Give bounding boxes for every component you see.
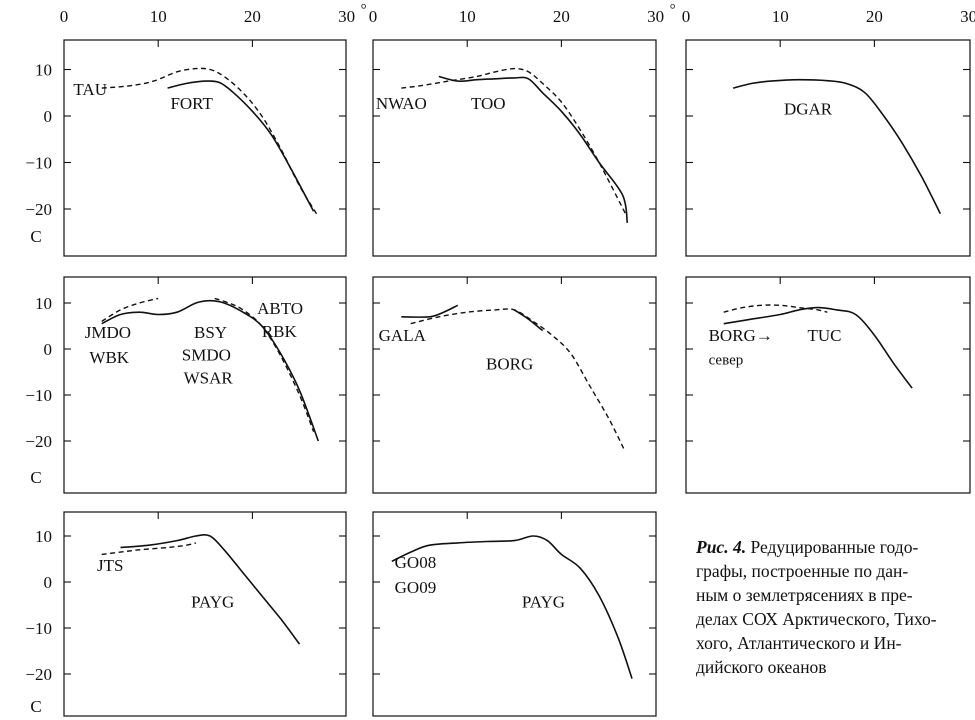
panel-row1-col3: DGAR (685, 39, 971, 257)
caption-line-6: дийского океанов (696, 657, 827, 677)
station-label: PAYG (522, 592, 565, 611)
y-tick-label: −10 (25, 386, 52, 405)
x-unit-label: ° (670, 2, 676, 18)
dashed-travel-time-curve (410, 308, 626, 451)
dashed-travel-time-curve (214, 297, 315, 433)
station-label: RBK (262, 322, 298, 341)
dashed-travel-time-curve (101, 542, 197, 556)
x-tick-label: 0 (682, 7, 691, 26)
panel-row3-col2: GO08 GO09 PAYG (372, 511, 657, 717)
figure-caption: Рис. 4. Редуцированные годо- графы, пост… (696, 535, 975, 679)
x-tick-label: 20 (553, 7, 570, 26)
y-tick-label: 0 (44, 107, 53, 126)
station-label: SMDO (182, 346, 231, 365)
caption-line-5: хого, Атлантического и Ин- (696, 633, 902, 653)
panel-row2-col1: JMDO WBK BSY SMDO WSAR ABTO RBK (63, 276, 347, 494)
caption-line-1: Рис. 4. Редуцированные годо- (696, 535, 975, 559)
station-label: GO08 (395, 553, 437, 572)
solid-travel-time-curve (101, 299, 320, 442)
dashed-travel-time-curve (401, 67, 627, 215)
panel-frame (685, 39, 971, 257)
x-tick-label: 10 (772, 7, 789, 26)
panel-frame (63, 39, 347, 257)
y-tick-label: −20 (25, 432, 52, 451)
y-tick-label: 10 (35, 61, 52, 80)
panel-frame (372, 511, 657, 717)
station-label: BORG (486, 355, 533, 374)
station-label: WBK (89, 348, 129, 367)
panel-row1-col2: NWAO TOO (372, 39, 657, 257)
caption-line-2: графы, построенные по дан- (696, 561, 909, 581)
panel-frame (63, 511, 347, 717)
y-tick-label: 0 (44, 340, 53, 359)
x-tick-label: 30 (338, 7, 355, 26)
solid-travel-time-curve (120, 533, 301, 645)
panel-row2-col3: BORG→ TUC север (685, 276, 971, 494)
solid-travel-time-curve (732, 78, 942, 215)
x-tick-label: 10 (459, 7, 476, 26)
panel-frame (372, 276, 657, 494)
y-tick-label: −10 (25, 154, 52, 173)
y-tick-label: −10 (25, 619, 52, 638)
panel-row1-col1: TAU FORT (63, 39, 347, 257)
y-tick-label: −20 (25, 200, 52, 219)
station-label: PAYG (191, 592, 234, 611)
caption-line-1-text: Редуцированные годо- (746, 537, 919, 557)
panel-frame (685, 276, 971, 494)
dashed-travel-time-curve (723, 304, 828, 313)
x-tick-label: 20 (866, 7, 883, 26)
station-label: DGAR (784, 100, 833, 119)
y-axis-label: C (30, 227, 41, 246)
station-label: FORT (170, 94, 213, 113)
dashed-travel-time-curve (101, 297, 159, 322)
y-tick-label: −20 (25, 665, 52, 684)
x-unit-label: ° (361, 2, 367, 18)
station-label: TUC (808, 326, 842, 345)
station-label: BORG→ (709, 326, 773, 345)
solid-travel-time-curve (723, 306, 913, 389)
station-label: WSAR (184, 369, 234, 388)
panel-frame (63, 276, 347, 494)
station-label: BSY (194, 323, 227, 342)
caption-line-3: ным о землетрясениях в пре- (696, 585, 913, 605)
dashed-travel-time-curve (101, 67, 318, 215)
panel-frame (372, 39, 657, 257)
station-label: ABTO (257, 299, 303, 318)
y-tick-label: 0 (44, 573, 53, 592)
solid-travel-time-curve (513, 309, 544, 332)
solid-travel-time-curve (438, 75, 629, 224)
x-tick-label: 10 (150, 7, 167, 26)
panel-row2-col2: GALA BORG (372, 276, 657, 494)
solid-travel-time-curve (401, 304, 459, 318)
x-tick-label: 30 (647, 7, 664, 26)
station-label: GO09 (395, 578, 437, 597)
station-label: север (709, 353, 744, 369)
station-label: TOO (471, 94, 506, 113)
station-label: NWAO (376, 94, 427, 113)
panel-row3-col1: JTS PAYG (63, 511, 347, 717)
station-label: GALA (379, 326, 427, 345)
station-label: TAU (73, 80, 107, 99)
x-tick-label: 30 (960, 7, 975, 26)
solid-travel-time-curve (391, 535, 633, 679)
y-axis-label: C (30, 697, 41, 716)
y-tick-label: 10 (35, 527, 52, 546)
solid-travel-time-curve (167, 80, 315, 212)
caption-line-4: делах СОХ Арктического, Тихо- (696, 609, 937, 629)
y-axis-label: C (30, 468, 41, 487)
x-tick-label: 0 (60, 7, 69, 26)
caption-lead: Рис. 4. (696, 537, 747, 557)
station-label: JTS (97, 556, 123, 575)
x-tick-label: 0 (369, 7, 378, 26)
y-tick-label: 10 (35, 294, 52, 313)
x-tick-label: 20 (244, 7, 261, 26)
station-label: JMDO (85, 323, 131, 342)
